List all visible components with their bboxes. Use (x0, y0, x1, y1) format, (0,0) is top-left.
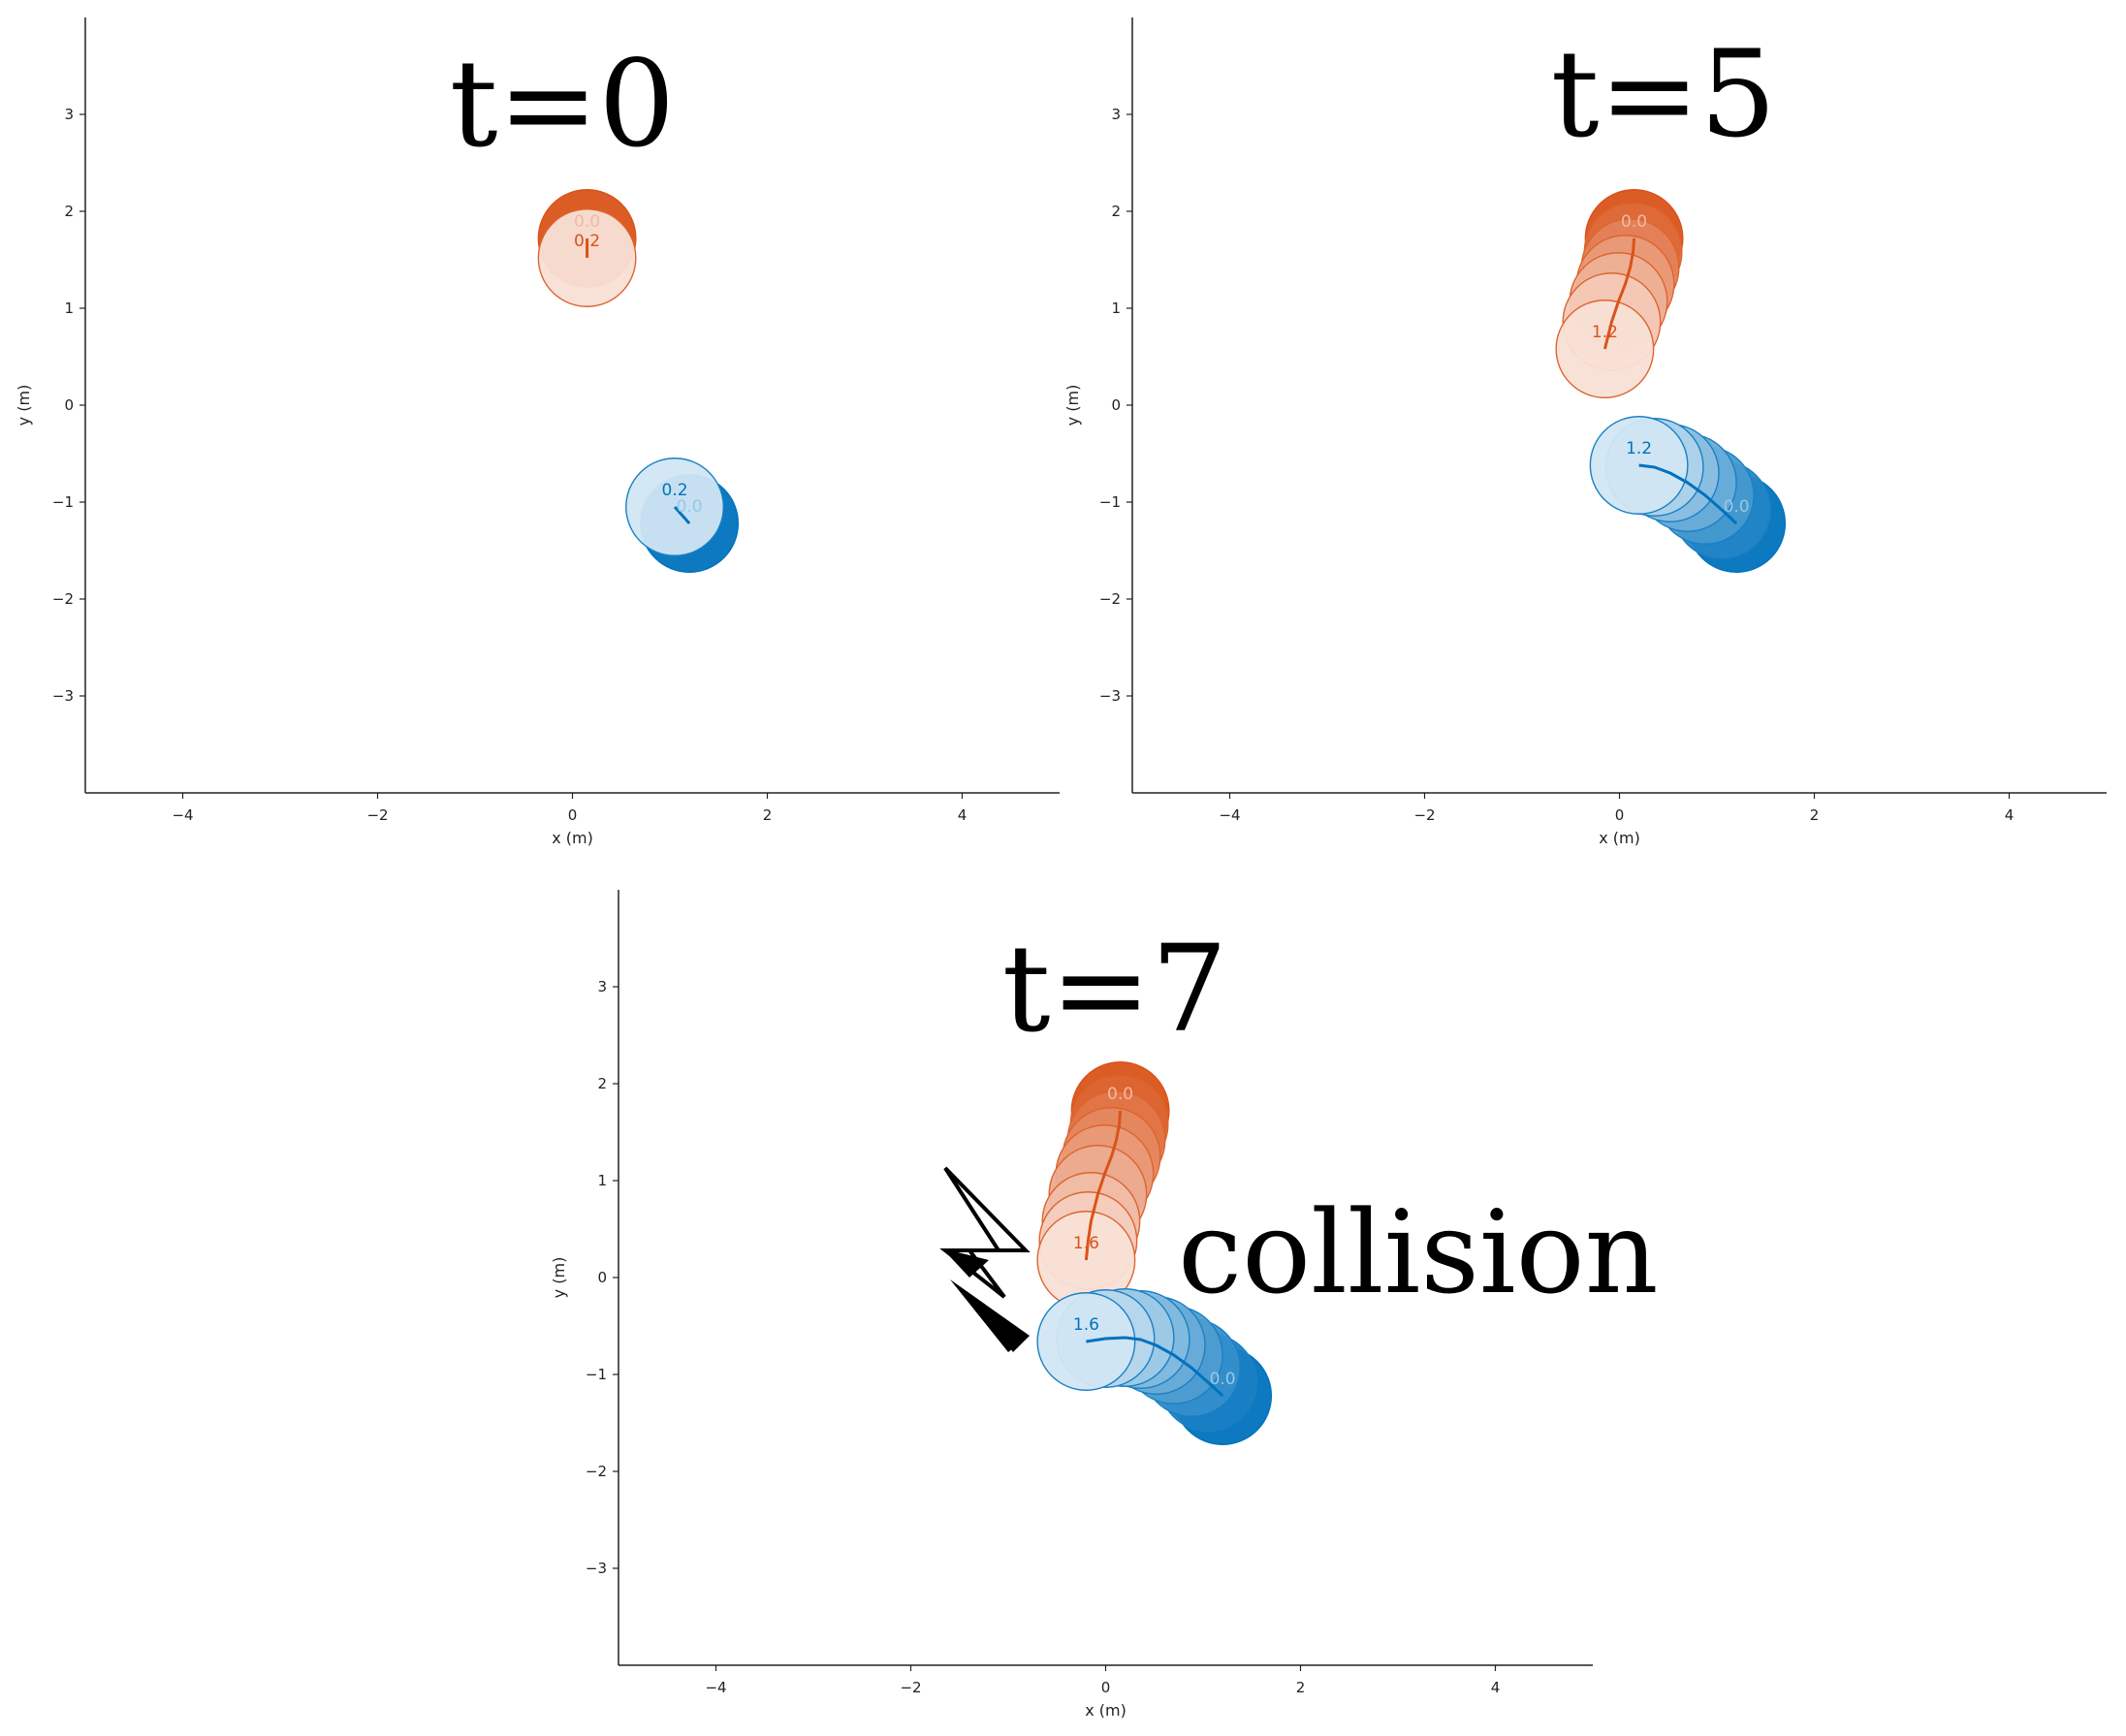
collision-annotation: collision (1178, 1185, 1659, 1319)
y-tick-label: −1 (52, 493, 74, 511)
y-tick-label: 1 (64, 300, 74, 317)
y-tick-label: 2 (64, 203, 74, 220)
y-tick-label: 3 (64, 106, 74, 123)
lightning-bolt-icon (939, 1166, 1031, 1352)
x-tick-label: 2 (1810, 806, 1820, 824)
time-step-label: 1.2 (1592, 323, 1618, 342)
y-tick-label: 1 (597, 1172, 607, 1189)
y-tick-label: −2 (52, 590, 74, 608)
y-axis-label: y (m) (15, 385, 33, 426)
agent-trajectory-line (1602, 237, 1636, 350)
y-tick-label: −1 (1099, 493, 1121, 511)
time-step-label: 0.0 (1724, 497, 1750, 517)
x-tick-label: −2 (900, 1679, 921, 1696)
x-tick-label: −2 (366, 806, 388, 824)
time-step-label: 0.0 (677, 497, 703, 517)
panel-title: t=0 (450, 35, 676, 174)
x-tick-label: 2 (763, 806, 773, 824)
y-tick-label: −3 (586, 1560, 607, 1577)
x-tick-label: 2 (1296, 1679, 1306, 1696)
agent-trajectory-line (1084, 1110, 1123, 1261)
time-step-label: 0.2 (662, 481, 688, 500)
y-tick-label: −2 (1099, 590, 1121, 608)
agent-series-0: 0.00.2 (537, 189, 637, 307)
y-tick-label: 3 (597, 978, 607, 995)
y-tick-label: −1 (586, 1366, 607, 1383)
agent-trajectory-line (673, 506, 691, 524)
x-tick-label: −2 (1413, 806, 1435, 824)
y-tick-label: 3 (1111, 106, 1121, 123)
panel-title: t=5 (1551, 25, 1777, 165)
time-step-label: 1.2 (1626, 439, 1652, 458)
panel-1: −4 −2 0 2 4 −3 −2 −1 0 1 2 3 x (m) y (m) 0.0 1.2 0.0 1.2 t… (1063, 17, 2107, 847)
time-step-label: 1.6 (1073, 1234, 1099, 1253)
y-tick-label: −3 (52, 687, 74, 705)
time-step-label: 0.2 (574, 232, 600, 251)
x-tick-label: −4 (1219, 806, 1240, 824)
time-step-label: 0.0 (1621, 212, 1647, 232)
x-tick-label: −4 (172, 806, 193, 824)
agent-series-0: 0.0 1.2 (1555, 189, 1684, 398)
panel-2: −4 −2 0 2 4 −3 −2 −1 0 1 2 3 x (m) y (m) 0.0 1.6 0.0 1.6 t… (550, 890, 1659, 1720)
y-tick-label: 1 (1111, 300, 1121, 317)
x-tick-label: 0 (1101, 1679, 1111, 1696)
x-tick-label: 4 (958, 806, 968, 824)
agent-series-1: 0.00.2 (625, 458, 740, 573)
agent-trajectory-line (1638, 463, 1738, 525)
time-step-label: 1.6 (1073, 1315, 1099, 1335)
y-tick-label: 2 (597, 1075, 607, 1092)
y-tick-label: −3 (1099, 687, 1121, 705)
agent-series-1: 0.0 1.6 (1036, 1288, 1273, 1445)
x-tick-label: −4 (705, 1679, 726, 1696)
y-axis-label: y (m) (1063, 385, 1082, 426)
y-tick-label: 0 (1111, 396, 1121, 414)
time-step-label: 0.0 (574, 212, 600, 232)
x-tick-label: 4 (2005, 806, 2015, 824)
x-tick-label: 0 (1615, 806, 1625, 824)
panel-title: t=7 (1002, 920, 1228, 1059)
time-step-label: 0.0 (1210, 1370, 1236, 1389)
agent-series-0: 0.0 1.6 (1036, 1061, 1170, 1310)
y-tick-label: 2 (1111, 203, 1121, 220)
time-step-label: 0.0 (1107, 1085, 1133, 1104)
y-axis-label: y (m) (550, 1257, 568, 1299)
x-tick-label: 4 (1491, 1679, 1501, 1696)
agent-trajectory-line (1086, 1336, 1224, 1398)
y-tick-label: 0 (597, 1269, 607, 1286)
x-axis-label: x (m) (1085, 1701, 1126, 1720)
y-tick-label: −2 (586, 1463, 607, 1480)
x-tick-label: 0 (568, 806, 578, 824)
agent-series-1: 0.0 1.2 (1589, 416, 1787, 573)
x-axis-label: x (m) (552, 829, 593, 847)
y-tick-label: 0 (64, 396, 74, 414)
x-axis-label: x (m) (1599, 829, 1640, 847)
